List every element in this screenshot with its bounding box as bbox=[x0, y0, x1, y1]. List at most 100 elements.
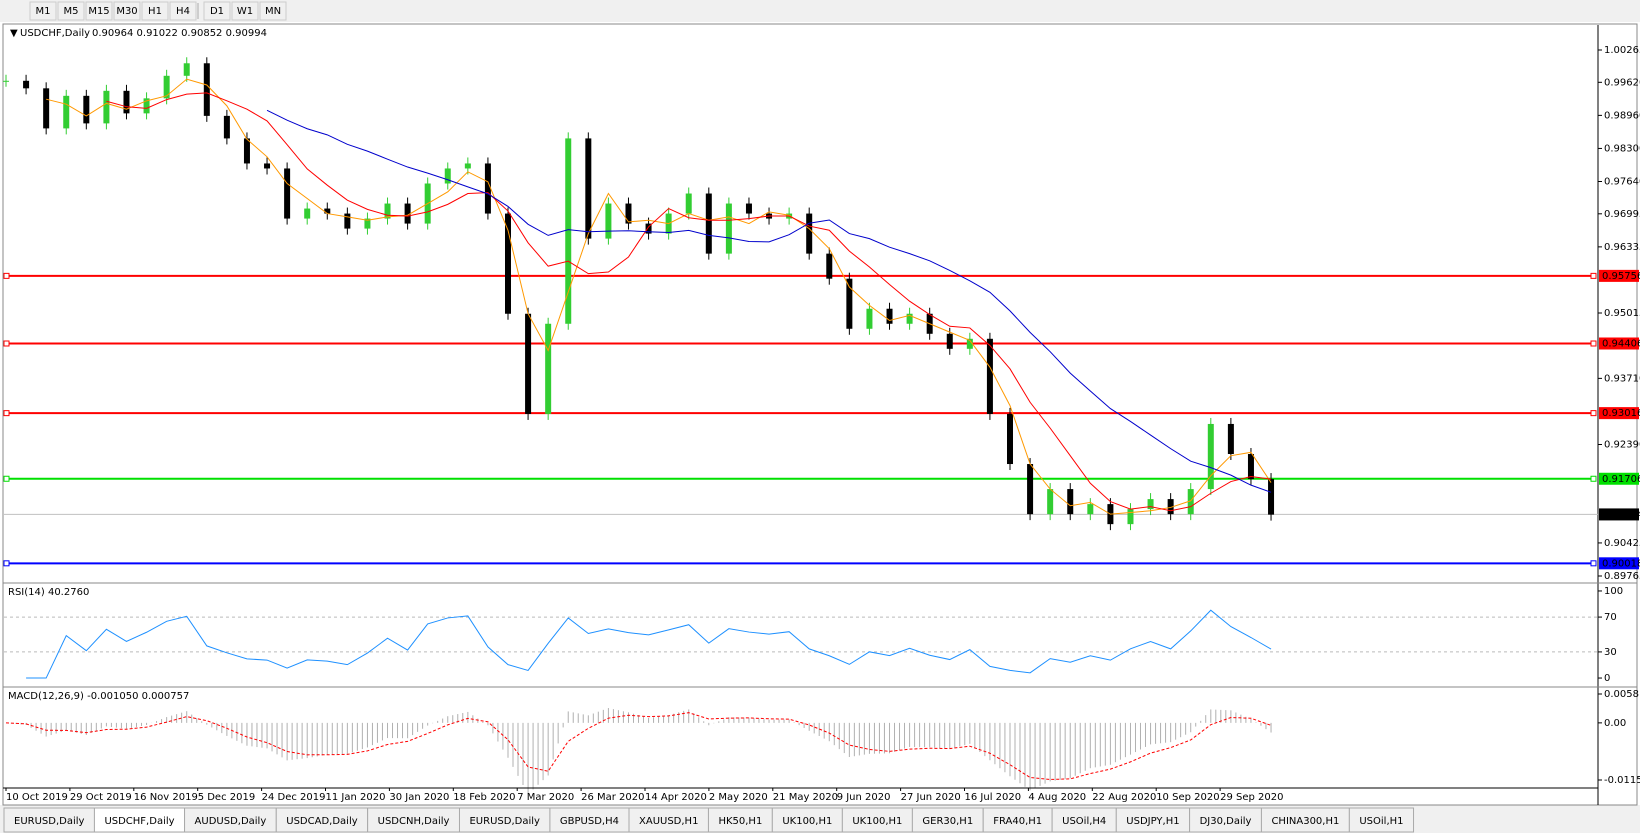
candle bbox=[1067, 489, 1074, 515]
candle bbox=[826, 253, 833, 279]
rsi-axis-label: 70 bbox=[1604, 612, 1617, 623]
level-handle[interactable] bbox=[1590, 560, 1597, 567]
current-price: 0.90994 bbox=[1602, 509, 1640, 520]
timeframe-button[interactable] bbox=[231, 1, 259, 21]
level-label-box bbox=[1599, 337, 1639, 350]
timeframe-button[interactable] bbox=[259, 1, 287, 21]
date-label: 7 Mar 2020 bbox=[517, 792, 574, 803]
tab[interactable] bbox=[841, 807, 913, 833]
timeframe-button[interactable] bbox=[141, 1, 169, 21]
candle bbox=[3, 80, 9, 82]
timeframe-button[interactable] bbox=[85, 1, 113, 21]
chart-frame bbox=[2, 23, 1638, 806]
toolbar bbox=[0, 0, 1640, 22]
macd-axis-label: 0.005818 bbox=[1604, 689, 1640, 700]
tab[interactable] bbox=[3, 807, 95, 833]
tab-label: GER30,H1 bbox=[922, 816, 973, 827]
candle bbox=[1247, 454, 1254, 480]
timeframe-label: M5 bbox=[64, 6, 79, 17]
candle bbox=[1027, 464, 1034, 515]
timeframe-button[interactable] bbox=[169, 1, 197, 21]
candle bbox=[986, 338, 993, 414]
candle bbox=[525, 313, 532, 414]
level-handle[interactable] bbox=[3, 272, 10, 279]
candle bbox=[304, 208, 311, 219]
quote: 0.90964 0.91022 0.90852 0.90994 bbox=[92, 28, 267, 39]
level-handle[interactable] bbox=[1590, 340, 1597, 347]
date-label: 2 May 2020 bbox=[709, 792, 768, 803]
candle bbox=[1147, 499, 1154, 510]
candle bbox=[1167, 499, 1174, 515]
rsi-axis-label: 30 bbox=[1604, 647, 1617, 658]
tab[interactable] bbox=[458, 807, 551, 833]
rsi-label: RSI(14) 40.2760 bbox=[8, 587, 89, 598]
timeframe-button[interactable] bbox=[203, 1, 231, 21]
candle bbox=[123, 90, 130, 114]
level-handle[interactable] bbox=[1590, 272, 1597, 279]
rsi-axis-label: 0 bbox=[1604, 673, 1610, 684]
tab[interactable] bbox=[707, 807, 773, 833]
timeframe-button[interactable] bbox=[57, 1, 85, 21]
level-handle[interactable] bbox=[1590, 475, 1597, 482]
level-handle[interactable] bbox=[3, 410, 10, 417]
level-label-box bbox=[1599, 269, 1639, 282]
timeframe-label: D1 bbox=[210, 6, 224, 17]
moving-average bbox=[266, 109, 1272, 493]
candle bbox=[1047, 489, 1054, 515]
menu-arrow[interactable]: ▼ bbox=[10, 28, 18, 39]
level-label-box bbox=[1599, 557, 1639, 570]
tab[interactable] bbox=[628, 807, 709, 833]
date-label: 29 Sep 2020 bbox=[1220, 792, 1283, 803]
rsi-line bbox=[26, 609, 1272, 679]
candle bbox=[605, 203, 612, 239]
candle bbox=[1007, 413, 1013, 465]
candle bbox=[1227, 423, 1234, 455]
moving-average bbox=[46, 78, 1272, 515]
tab[interactable] bbox=[1189, 807, 1262, 833]
tab[interactable] bbox=[549, 807, 630, 833]
candle bbox=[1268, 479, 1275, 515]
candle bbox=[565, 138, 572, 324]
tab[interactable] bbox=[771, 807, 843, 833]
candle bbox=[83, 95, 90, 124]
tab-label: USDCAD,Daily bbox=[286, 816, 357, 827]
candle bbox=[243, 138, 250, 164]
candle bbox=[1207, 423, 1214, 490]
candle bbox=[906, 313, 913, 324]
candle bbox=[745, 203, 752, 214]
tab[interactable] bbox=[982, 807, 1053, 833]
candle bbox=[886, 308, 893, 324]
timeframe-label: M1 bbox=[36, 6, 51, 17]
moving-average bbox=[106, 92, 1272, 512]
candle bbox=[344, 213, 351, 229]
candle bbox=[63, 95, 70, 129]
candle bbox=[946, 333, 953, 349]
candle bbox=[43, 88, 50, 129]
timeframe-button[interactable] bbox=[29, 1, 57, 21]
candle bbox=[284, 168, 291, 219]
candle bbox=[183, 63, 190, 76]
candle bbox=[1127, 509, 1134, 525]
tab[interactable] bbox=[367, 807, 460, 833]
tab-label: EURUSD,Daily bbox=[469, 816, 540, 827]
candle bbox=[1187, 489, 1194, 515]
level-handle[interactable] bbox=[1590, 410, 1597, 417]
tab-label: AUDUSD,Daily bbox=[195, 816, 267, 827]
timeframe-button[interactable] bbox=[113, 1, 141, 21]
candle bbox=[444, 168, 451, 184]
date-label: 26 Mar 2020 bbox=[581, 792, 644, 803]
timeframe-label: W1 bbox=[237, 6, 253, 17]
level-handle[interactable] bbox=[3, 475, 10, 482]
level-label-box bbox=[1599, 472, 1639, 485]
candle bbox=[484, 163, 491, 214]
level-handle[interactable] bbox=[3, 340, 10, 347]
price-label: 0.96995 bbox=[1604, 209, 1640, 220]
candle bbox=[585, 138, 592, 239]
tab[interactable] bbox=[1348, 807, 1415, 833]
level-handle[interactable] bbox=[3, 560, 10, 567]
date-label: 18 Feb 2020 bbox=[453, 792, 515, 803]
